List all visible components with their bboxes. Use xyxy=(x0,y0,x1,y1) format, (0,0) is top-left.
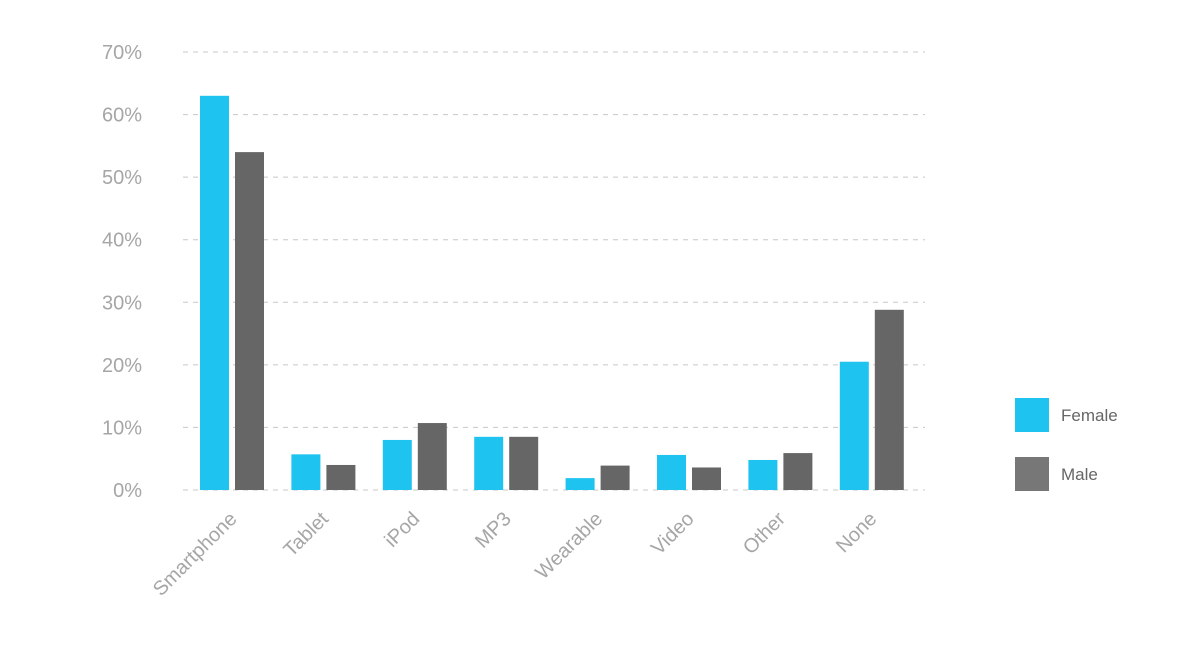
bar-male-ipod xyxy=(417,423,447,490)
bar-female-none xyxy=(839,361,869,490)
bar-female-mp3 xyxy=(474,436,504,490)
y-tick-label: 60% xyxy=(102,105,142,127)
x-tick-label: Other xyxy=(739,508,790,559)
bar-male-wearable xyxy=(600,465,630,490)
x-tick-label: MP3 xyxy=(471,508,516,553)
x-axis: Smartphone Tablet iPod MP3 Wearable Video Othe… xyxy=(149,508,881,601)
x-tick-label: iPod xyxy=(380,508,424,552)
bar-male-video xyxy=(692,467,721,490)
bar-male-mp3 xyxy=(509,436,539,490)
legend-label-male: Male xyxy=(1061,465,1098,484)
bar-male-none xyxy=(874,309,904,490)
bar-female-wearable xyxy=(565,478,595,490)
y-tick-label: 0% xyxy=(113,480,142,502)
bar-male-tablet xyxy=(326,464,356,490)
y-tick-label: 40% xyxy=(102,230,142,252)
x-tick-label: Wearable xyxy=(531,508,607,584)
y-tick-label: 20% xyxy=(102,355,142,377)
y-tick-label: 70% xyxy=(102,42,142,64)
bar-male-other xyxy=(783,453,813,490)
bar-female-video xyxy=(657,454,686,490)
y-axis: 0% 10% 20% 30% 40% 50% 60% 70% xyxy=(102,42,142,502)
y-tick-label: 10% xyxy=(102,417,142,439)
bar-male-smartphone xyxy=(235,152,264,490)
legend-label-female: Female xyxy=(1061,406,1118,425)
bar-female-other xyxy=(748,459,778,490)
legend-swatch-male xyxy=(1015,457,1049,491)
y-tick-label: 30% xyxy=(102,292,142,314)
grid-lines xyxy=(183,51,925,491)
bar-female-tablet xyxy=(291,454,321,490)
bar-female-ipod xyxy=(382,439,412,490)
bars xyxy=(200,95,904,491)
bar-female-smartphone xyxy=(200,95,229,491)
x-tick-label: Smartphone xyxy=(149,508,242,601)
x-tick-label: Video xyxy=(647,508,698,559)
legend: Female Male xyxy=(1015,398,1118,491)
legend-swatch-female xyxy=(1015,398,1049,432)
x-tick-label: Tablet xyxy=(280,508,334,562)
y-tick-label: 50% xyxy=(102,167,142,189)
x-tick-label: None xyxy=(832,508,881,557)
